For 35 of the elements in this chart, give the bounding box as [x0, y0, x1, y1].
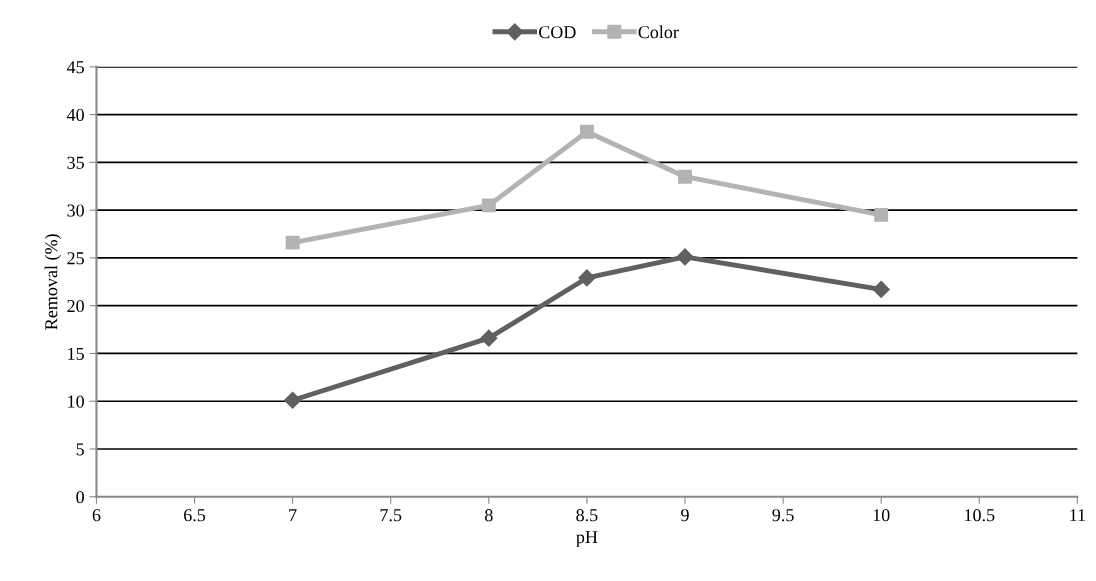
x-tick-label: 11	[1070, 509, 1085, 522]
y-tick-label: 10	[68, 395, 84, 408]
y-tick-label: 35	[67, 156, 84, 169]
point	[872, 280, 890, 298]
x-tick-label: 10	[873, 509, 890, 522]
x-tick-label: 8	[484, 509, 493, 522]
x-tick-label: 9.5	[772, 509, 794, 522]
y-tick-label: 30	[67, 204, 84, 217]
y-tick-label: 45	[66, 61, 84, 74]
point	[578, 269, 596, 287]
point	[480, 329, 498, 347]
point	[678, 169, 692, 184]
y-tick-label: 15	[68, 347, 84, 360]
x-tick-label: 8.5	[576, 509, 598, 522]
point	[285, 235, 300, 250]
x-tick-label: 9	[681, 509, 689, 522]
y-tick-label: 0	[76, 491, 84, 504]
y-axis-title: Removal (%)	[44, 234, 62, 330]
point	[874, 207, 889, 222]
legend-label: COD	[539, 26, 576, 39]
point	[676, 248, 694, 266]
point	[284, 391, 302, 409]
x-tick-label: 10.5	[965, 509, 995, 522]
y-tick-label: 40	[66, 108, 84, 122]
legend-label: Color	[638, 25, 679, 39]
point	[579, 124, 594, 139]
y-tick-label: 20	[67, 299, 84, 313]
point	[481, 198, 496, 213]
x-tick-label: 7	[289, 509, 297, 522]
y-tick-label: 25	[67, 252, 84, 265]
x-tick-label: 6	[92, 509, 101, 522]
x-tick-label: 7.5	[380, 509, 402, 522]
x-tick-label: 6.5	[184, 509, 206, 522]
x-axis-title: pH	[576, 531, 598, 547]
y-tick-label: 5	[76, 443, 84, 456]
